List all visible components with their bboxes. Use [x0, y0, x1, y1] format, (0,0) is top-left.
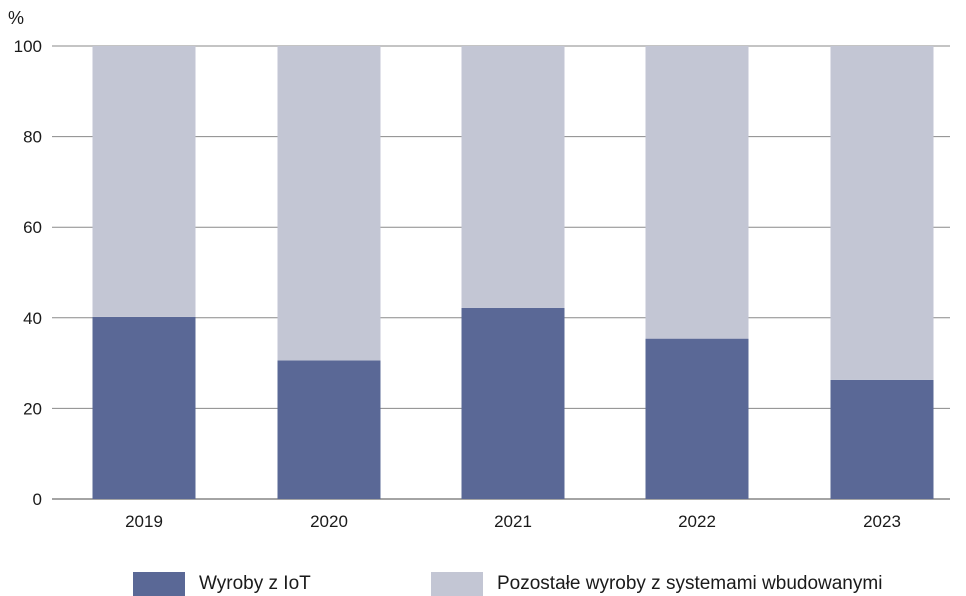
- legend-label-embedded: Pozostałe wyroby z systemami wbudowanymi: [497, 573, 883, 594]
- bar-2020-series-0: [277, 360, 381, 499]
- bar-2020-series-1: [277, 46, 381, 361]
- legend-swatch-iot: [133, 572, 185, 596]
- y-tick-label-80: 80: [23, 128, 42, 147]
- bars: [92, 46, 934, 499]
- y-axis-unit-label: %: [8, 8, 24, 28]
- bar-2019-series-1: [92, 46, 196, 317]
- y-tick-label-20: 20: [23, 399, 42, 418]
- bar-2022-series-1: [645, 46, 749, 339]
- bar-2019-series-0: [92, 316, 196, 499]
- bar-2023-series-1: [830, 46, 934, 380]
- x-tick-label-2021: 2021: [494, 512, 532, 531]
- bar-2022-series-0: [645, 338, 749, 499]
- x-tick-label-2023: 2023: [863, 512, 901, 531]
- legend-label-iot: Wyroby z IoT: [199, 573, 311, 594]
- y-tick-label-40: 40: [23, 309, 42, 328]
- y-axis-ticks: 0 20 40 60 80 100: [14, 37, 42, 509]
- x-axis-ticks: 2019 2020 2021 2022 2023: [125, 512, 901, 531]
- x-tick-label-2022: 2022: [678, 512, 716, 531]
- x-tick-label-2020: 2020: [310, 512, 348, 531]
- bar-2023-series-0: [830, 379, 934, 499]
- x-tick-label-2019: 2019: [125, 512, 163, 531]
- legend-swatch-embedded: [431, 572, 483, 596]
- legend-item-iot: Wyroby z IoT: [133, 572, 311, 596]
- bar-2021-series-0: [461, 307, 565, 499]
- y-tick-label-0: 0: [33, 490, 42, 509]
- bar-2021-series-1: [461, 46, 565, 308]
- y-tick-label-100: 100: [14, 37, 42, 56]
- legend: Wyroby z IoT Pozostałe wyroby z systemam…: [0, 572, 966, 596]
- legend-item-embedded: Pozostałe wyroby z systemami wbudowanymi: [431, 572, 882, 596]
- y-tick-label-60: 60: [23, 218, 42, 237]
